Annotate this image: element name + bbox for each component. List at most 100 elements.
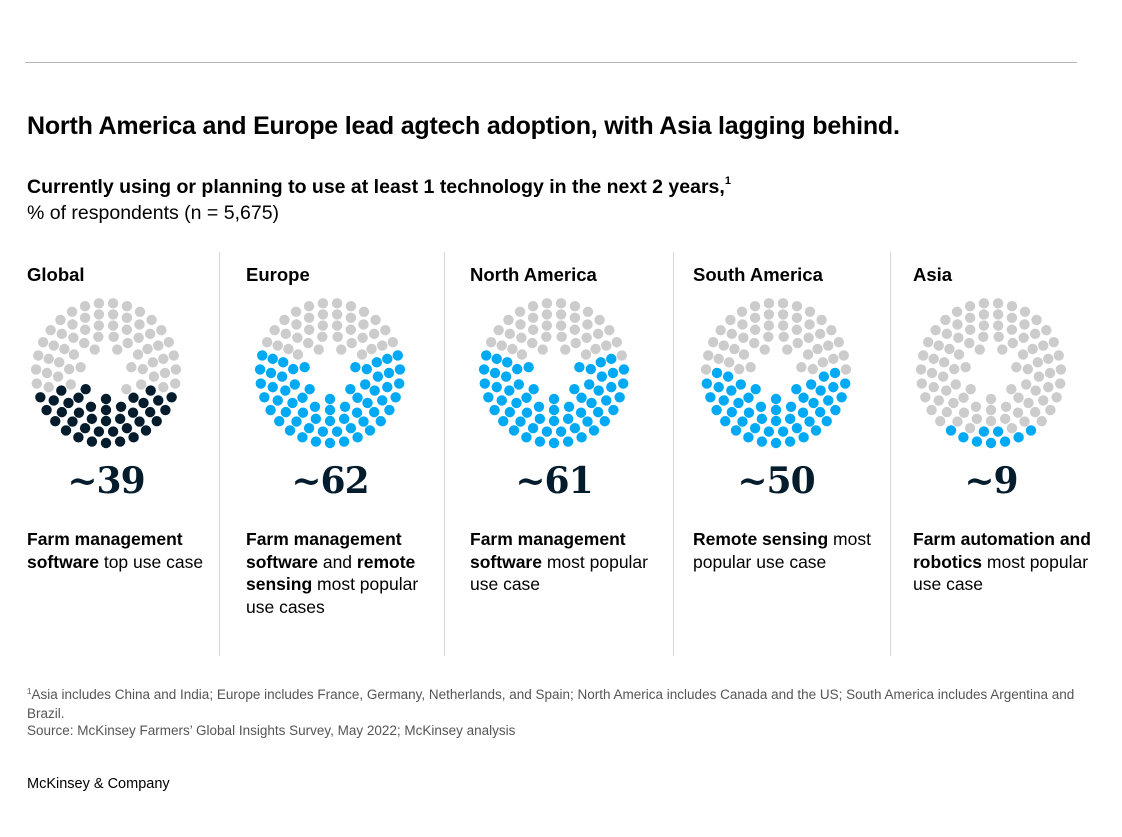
dot-filled [735,379,747,390]
dot-filled [114,436,126,447]
dot-empty [153,340,164,351]
dot-empty [380,324,391,336]
dot-empty [952,416,963,427]
dot-empty [920,392,931,403]
use-case-text: Farm management software and remote sens… [246,528,436,618]
dot-empty [1051,392,1062,403]
dot-empty [121,301,133,312]
dot-empty [953,332,964,344]
dot-filled [338,436,350,447]
dot-filled [534,413,546,425]
dot-empty [935,416,946,427]
dot-filled [743,392,754,403]
dot-empty [814,328,826,340]
dot-empty [804,306,816,317]
dot-empty [930,324,941,336]
dot-empty [144,328,156,340]
use-case-highlight: Farm automation and robotics [913,529,1091,572]
dot-empty [261,336,273,348]
dot-empty [527,324,539,335]
use-case-note: most popular use case [913,551,1089,595]
dot-filled [393,378,405,389]
dot-filled [737,416,748,427]
dot-empty [978,298,990,309]
dot-empty [64,363,75,375]
dot-empty [1019,306,1031,317]
use-case-note: most popular use cases [246,574,419,617]
dot-filled [369,385,380,396]
dot-empty [594,314,605,326]
dot-empty [803,332,814,344]
dot-empty [541,309,553,320]
use-case-note: most popular use case [693,529,871,572]
dot-filled [86,436,98,447]
dot-empty [569,312,581,324]
region-label: Global [27,264,85,285]
dot-empty [357,332,368,344]
dot-empty [953,349,965,360]
dot-filled [791,422,803,434]
dot-empty [142,343,153,355]
dot-filled [489,404,500,416]
dot-empty [1030,385,1041,396]
dot-empty [1018,332,1029,344]
dot-filled [483,392,494,403]
dot-empty [937,371,949,382]
dot-empty [368,328,380,340]
dot-filled [733,397,744,409]
dot-filled [992,426,1004,437]
unit-label: % of respondents (n = 5,675) [27,202,280,224]
dot-empty [964,312,976,324]
dot-empty [823,340,834,351]
dot-empty [791,324,803,335]
dot-filled [372,371,384,382]
dot-filled [541,426,553,437]
dot-filled [145,385,156,396]
dot-empty [725,314,736,326]
dot-filled [254,364,266,375]
dot-empty [137,363,148,375]
dot-empty [958,392,969,403]
dot-filled [394,364,406,375]
dot-filled [144,406,156,418]
dot-filled [784,413,796,425]
dot-empty [964,301,976,312]
dot-empty [79,324,91,335]
dot-empty [828,353,839,365]
dot-empty [926,367,938,379]
dot-filled [569,422,581,434]
dot-empty [345,324,357,335]
dot-filled [821,416,832,427]
dot-filled [276,371,288,382]
dot-filled [50,416,61,427]
dot-filled [595,357,606,368]
dot-empty [303,301,315,312]
dot-empty [939,357,950,368]
dot-filled [548,415,560,427]
dot-empty [331,309,343,320]
dot-filled [345,384,356,395]
dot-empty [777,309,789,320]
dot-empty [290,306,302,317]
dot-empty [121,324,133,335]
dot-empty [922,336,934,348]
dot-filled [582,416,593,427]
dot-filled [607,367,619,379]
dot-empty [317,320,329,331]
dot-filled [513,379,525,390]
dot-filled [756,436,768,447]
dot-empty [108,331,119,343]
dot-empty [59,343,70,355]
dot-empty [43,353,54,365]
dot-empty [541,298,553,309]
dot-filled [324,415,336,427]
dot-empty [601,340,612,351]
dot-filled [829,367,841,379]
dot-filled [481,350,492,361]
dot-filled [100,404,112,416]
dot-filled [945,425,957,436]
dot-filled [576,432,587,443]
dot-empty [75,362,86,373]
dot-empty [749,324,761,335]
dot-empty [1011,362,1022,373]
